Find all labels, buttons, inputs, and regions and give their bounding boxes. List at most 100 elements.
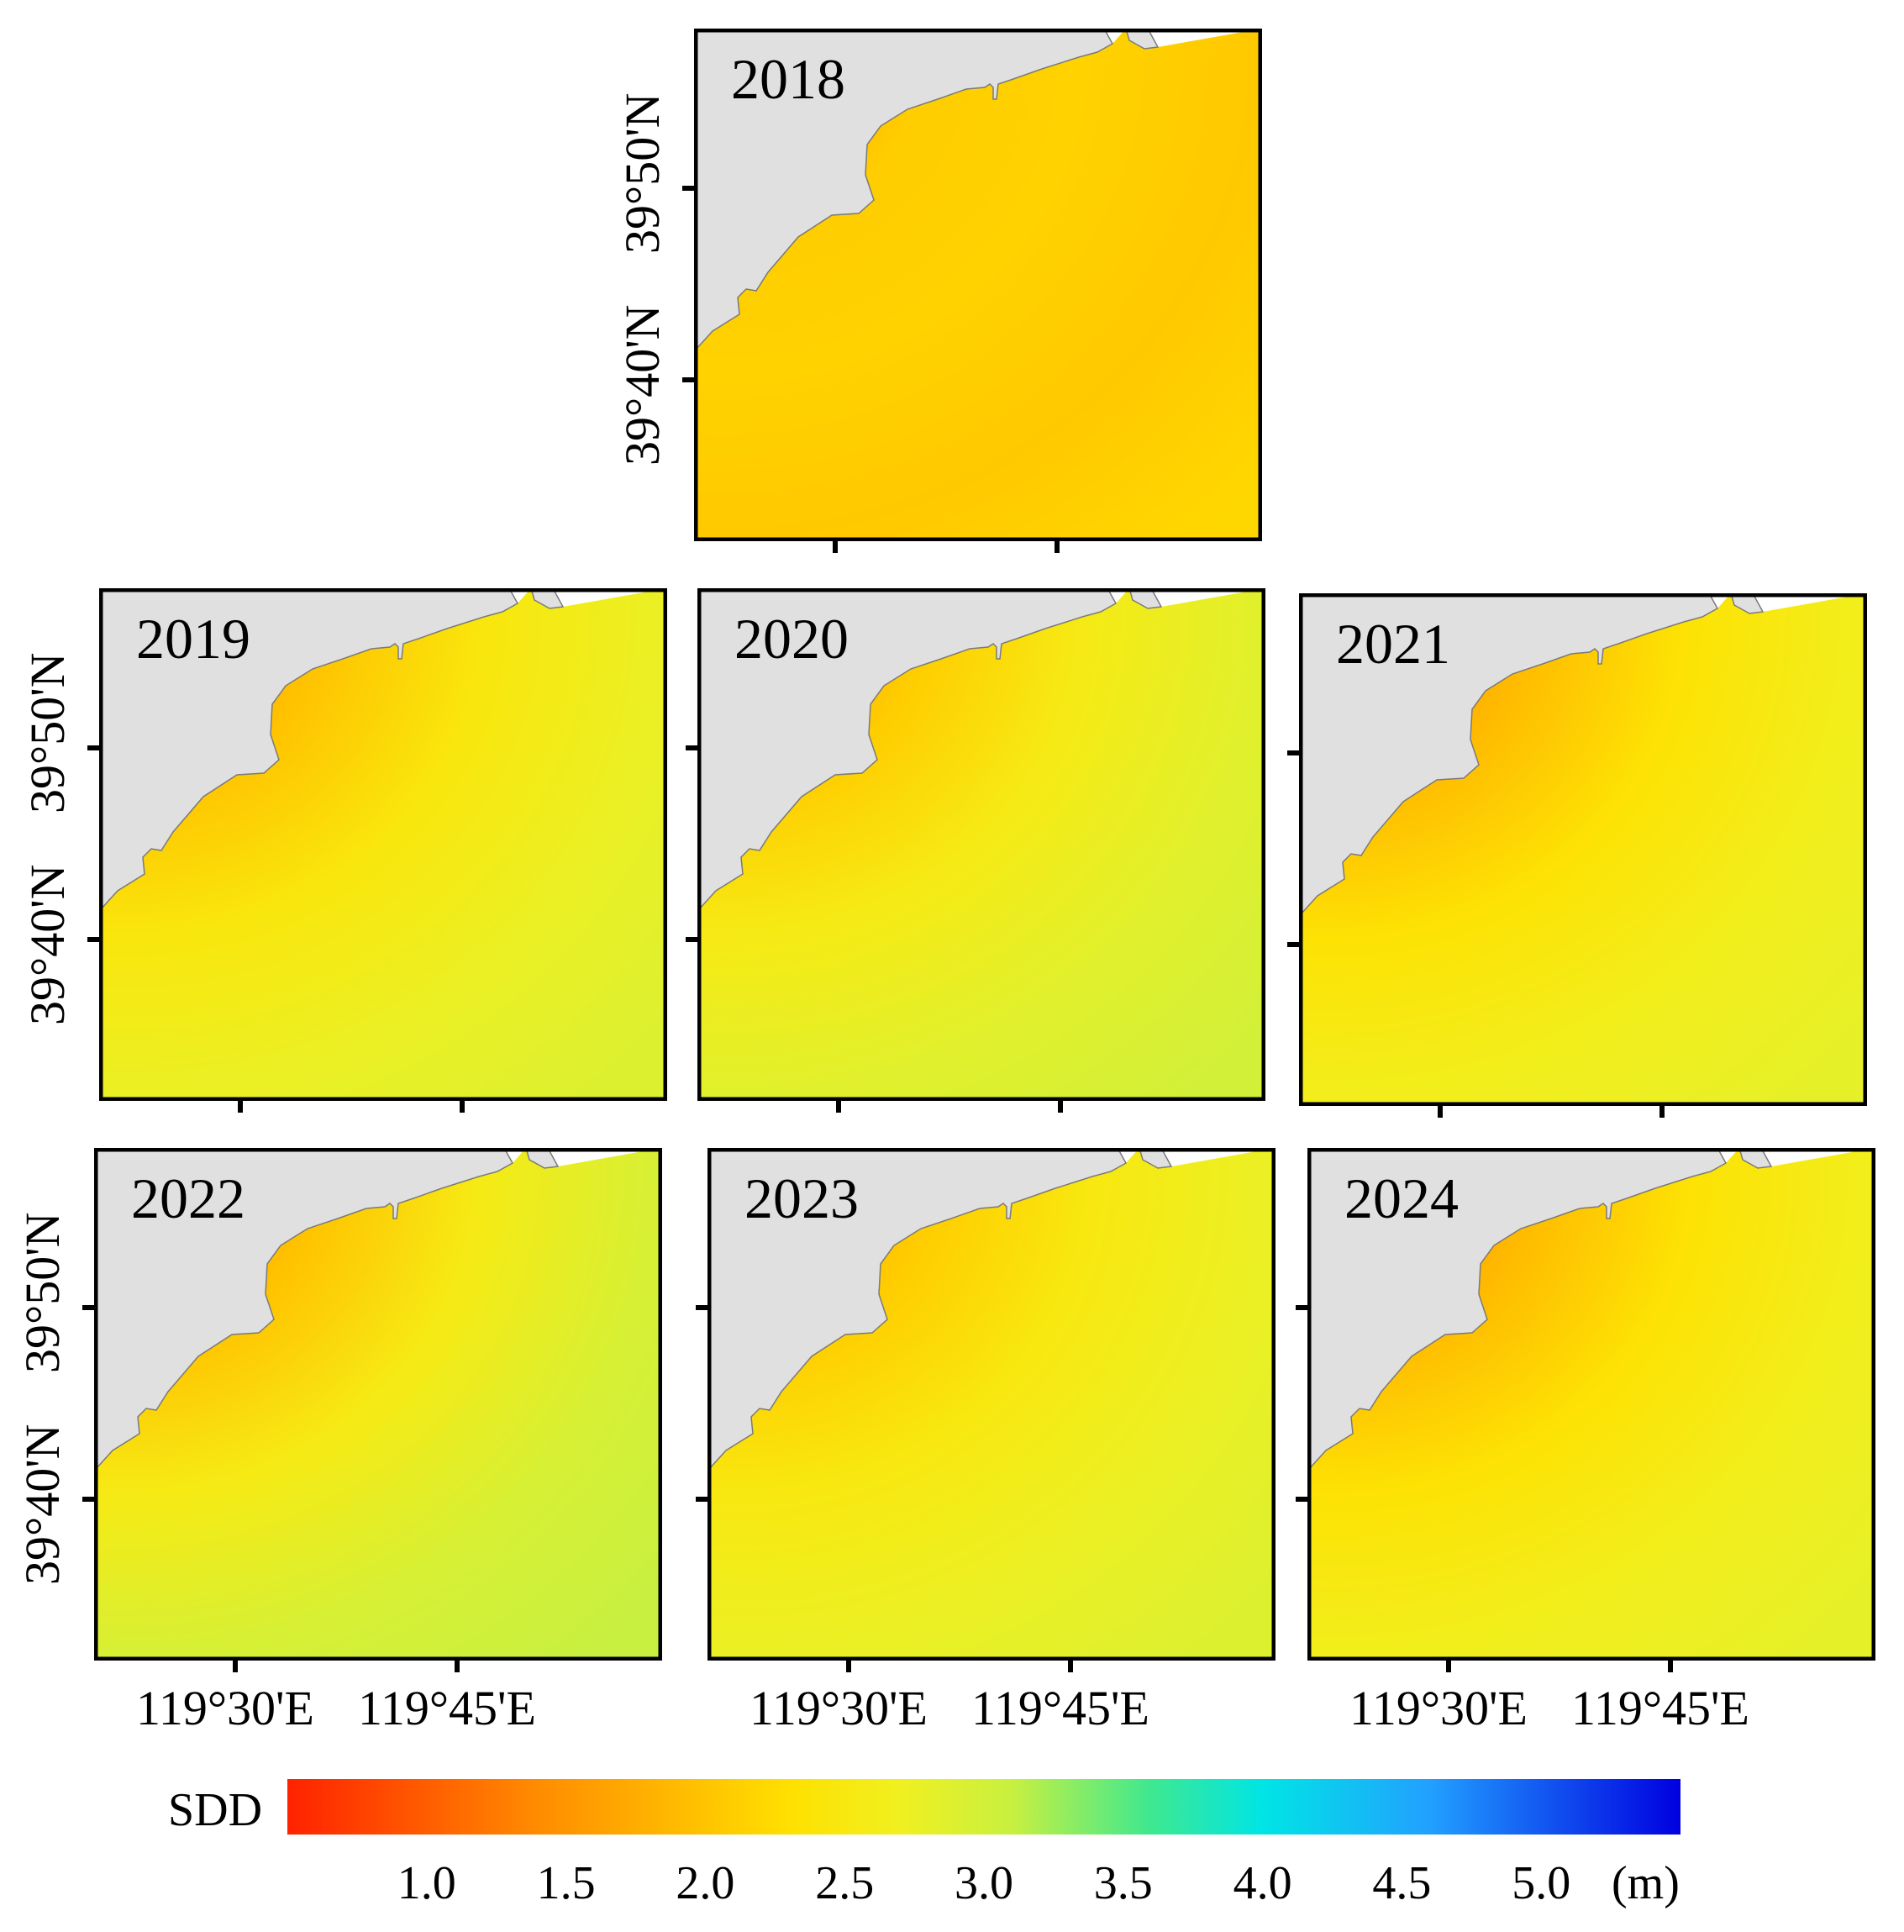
colorbar-tick-2-5: 2.5 <box>815 1857 875 1909</box>
lon-tick <box>455 1659 460 1672</box>
sdd-map-2018 <box>694 29 1262 541</box>
headland-land <box>1730 593 1765 614</box>
lat-label-39-50: 39°50'N <box>15 1212 70 1373</box>
lat-label-39-40: 39°40'N <box>15 1424 70 1585</box>
lat-tick <box>1296 1305 1309 1310</box>
year-label: 2020 <box>734 607 849 671</box>
colorbar-unit: (m) <box>1612 1857 1680 1909</box>
year-label: 2018 <box>731 47 845 111</box>
headland-land <box>1128 588 1163 609</box>
sdd-map-2019 <box>99 588 667 1101</box>
map-panel-2023: 2023 <box>696 1148 1275 1672</box>
lat-tick <box>1296 1497 1309 1502</box>
lon-tick <box>233 1659 238 1672</box>
lat-tick <box>87 937 101 942</box>
colorbar-tick-2-0: 2.0 <box>676 1857 735 1909</box>
lon-tick <box>846 1659 851 1672</box>
lat-tick <box>1287 750 1301 755</box>
colorbar-tick-3-0: 3.0 <box>955 1857 1013 1909</box>
sdd-map-2024 <box>1307 1148 1875 1661</box>
lat-tick <box>682 377 696 382</box>
sea-surface-sdd <box>99 588 667 1101</box>
colorbar-gradient <box>287 1779 1680 1835</box>
sdd-map-2022 <box>94 1148 662 1661</box>
map-frame <box>99 588 667 1101</box>
lon-tick <box>1438 1104 1443 1118</box>
land-area <box>94 1148 514 1507</box>
land-area <box>99 588 519 947</box>
lon-label-119-45: 119°45'E <box>971 1681 1149 1735</box>
sea-surface-sdd <box>1299 593 1867 1106</box>
map-panel-2019: 2019 <box>87 588 667 1113</box>
colorbar-tick-1-5: 1.5 <box>536 1857 596 1909</box>
colorbar-tick-4-0: 4.0 <box>1233 1857 1292 1909</box>
sea-surface-sdd <box>697 588 1265 1101</box>
colorbar-tick-3-5: 3.5 <box>1093 1857 1153 1909</box>
lat-label-39-50: 39°50'N <box>615 92 670 254</box>
headland-land <box>525 1148 560 1169</box>
lon-label-119-45: 119°45'E <box>358 1681 536 1735</box>
lon-tick <box>1068 1659 1073 1672</box>
lat-tick <box>682 186 696 191</box>
headland-land <box>1139 1148 1173 1169</box>
sdd-map-2020 <box>697 588 1265 1101</box>
sea-surface-sdd <box>1307 1148 1875 1661</box>
map-panel-2022: 2022 <box>82 1148 662 1672</box>
sea-surface-sdd <box>707 1148 1275 1661</box>
lon-tick <box>460 1099 465 1113</box>
headland-land <box>1125 29 1160 50</box>
year-label: 2022 <box>131 1166 245 1230</box>
lon-tick <box>1668 1659 1673 1672</box>
lat-tick <box>82 1305 96 1310</box>
map-frame <box>1307 1148 1875 1661</box>
land-area <box>1307 1148 1728 1507</box>
map-panel-2018: 2018 <box>682 29 1262 553</box>
lat-tick <box>87 745 101 750</box>
map-frame <box>94 1148 662 1661</box>
map-panel-2024: 2024 <box>1296 1148 1875 1672</box>
sea-surface-sdd <box>694 29 1262 541</box>
colorbar-tick-4-5: 4.5 <box>1372 1857 1432 1909</box>
sdd-map-2023 <box>707 1148 1275 1661</box>
map-panel-2020: 2020 <box>686 588 1265 1113</box>
colorbar-tick-5-0: 5.0 <box>1512 1857 1571 1909</box>
lon-tick <box>238 1099 243 1113</box>
headland-land <box>1738 1148 1773 1169</box>
land-area <box>1299 593 1719 952</box>
land-area <box>697 588 1118 947</box>
map-frame <box>697 588 1265 1101</box>
map-panel-2021: 2021 <box>1287 593 1867 1118</box>
sdd-colorbar <box>287 1779 1680 1835</box>
land-area <box>707 1148 1128 1507</box>
headland-land <box>530 588 565 609</box>
sdd-map-2021 <box>1299 593 1867 1106</box>
map-frame <box>707 1148 1275 1661</box>
lon-label-119-45: 119°45'E <box>1571 1681 1749 1735</box>
lon-label-119-30: 119°30'E <box>136 1681 314 1735</box>
year-label: 2023 <box>744 1166 859 1230</box>
year-label: 2019 <box>136 607 250 671</box>
lon-tick <box>833 540 838 553</box>
lat-label-39-40: 39°40'N <box>615 304 670 466</box>
lon-label-119-30: 119°30'E <box>750 1681 928 1735</box>
year-label: 2021 <box>1336 612 1450 676</box>
year-label: 2024 <box>1344 1166 1459 1230</box>
lat-tick <box>696 1497 709 1502</box>
lon-tick <box>1659 1104 1665 1118</box>
lat-tick <box>1287 942 1301 947</box>
lon-tick <box>1058 1099 1063 1113</box>
lon-label-119-30: 119°30'E <box>1349 1681 1528 1735</box>
lat-tick <box>686 937 699 942</box>
sea-surface-sdd <box>94 1148 662 1661</box>
colorbar-title: SDD <box>168 1784 263 1836</box>
map-frame <box>1299 593 1867 1106</box>
land-area <box>694 29 1114 387</box>
colorbar-tick-1-0: 1.0 <box>397 1857 456 1909</box>
lat-tick <box>82 1497 96 1502</box>
lat-tick <box>686 745 699 750</box>
lon-tick <box>1446 1659 1451 1672</box>
lat-label-39-40: 39°40'N <box>20 864 75 1025</box>
lon-tick <box>1055 540 1060 553</box>
lat-label-39-50: 39°50'N <box>20 652 75 813</box>
